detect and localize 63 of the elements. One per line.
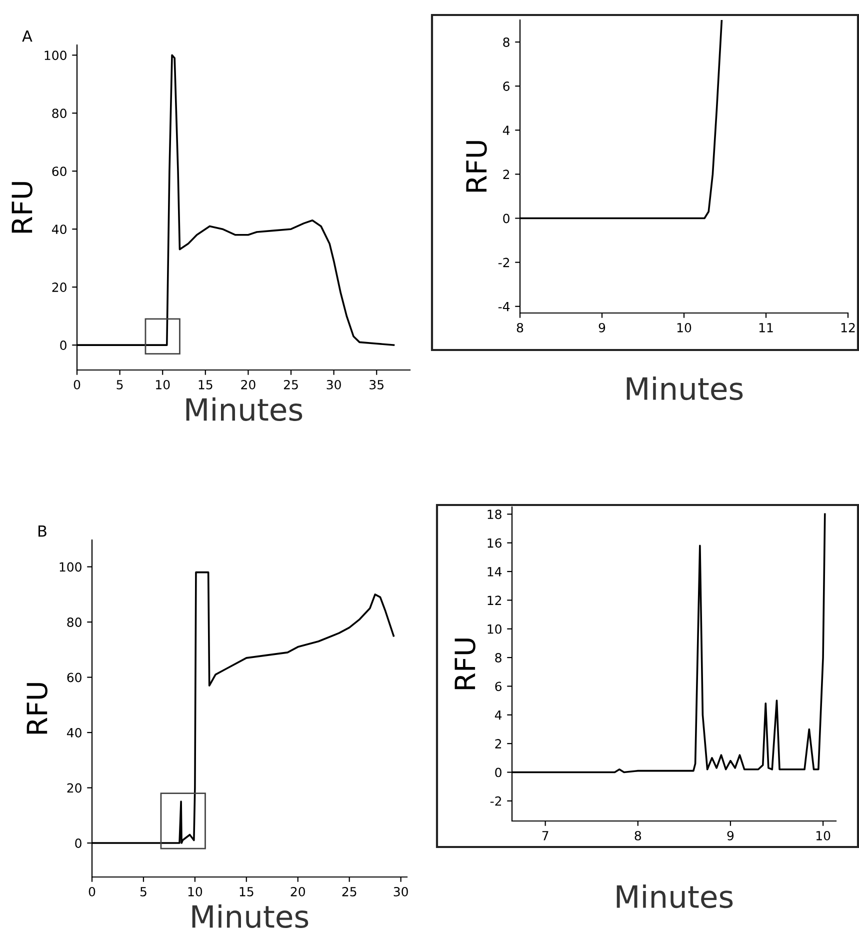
x-tick-label: 5 <box>116 380 123 390</box>
x-axis-title: Minutes <box>626 376 743 400</box>
y-tick-label: 2 <box>503 170 510 179</box>
y-tick-label: 80 <box>52 108 66 118</box>
y-tick-label: 0 <box>75 838 82 848</box>
x-tick-label: 25 <box>342 886 356 896</box>
y-tick-label: 60 <box>67 672 82 682</box>
x-tick-label: 8 <box>634 830 642 840</box>
x-tick-label: 11 <box>759 323 773 332</box>
y-tick-label: 100 <box>60 562 82 572</box>
x-axis-title: Minutes <box>616 884 733 908</box>
x-tick-label: 10 <box>156 380 170 390</box>
y-tick-label: 4 <box>494 710 502 720</box>
x-tick-label: 0 <box>88 886 96 896</box>
y-tick-label: 14 <box>488 567 502 576</box>
y-tick-label: 18 <box>488 510 502 520</box>
x-tick-label: 5 <box>140 887 146 896</box>
y-tick-label: -4 <box>498 302 510 312</box>
y-tick-label: 40 <box>52 224 66 234</box>
y-tick-label: 40 <box>66 728 82 738</box>
x-tick-label: 20 <box>290 886 306 896</box>
y-tick-label: 8 <box>503 38 510 47</box>
y-tick-label: -2 <box>498 258 510 268</box>
y-tick-label: 6 <box>503 82 510 92</box>
x-tick-label: 20 <box>241 380 256 390</box>
y-tick-label: 8 <box>495 653 502 662</box>
y-axis-title: RFU <box>12 182 32 233</box>
x-axis-title: Minutes <box>186 397 302 422</box>
y-tick-label: 60 <box>52 166 66 176</box>
y-tick-label: 4 <box>502 126 510 135</box>
chart-title: A <box>22 30 32 42</box>
x-tick-label: 9 <box>727 830 734 840</box>
y-tick-label: 0 <box>503 214 510 224</box>
x-tick-label: 30 <box>394 886 408 896</box>
x-tick-label: 10 <box>188 886 202 896</box>
y-tick-label: 100 <box>44 50 66 60</box>
y-tick-label: 20 <box>52 282 66 292</box>
y-tick-label: 2 <box>495 739 502 748</box>
x-tick-label: 8 <box>516 322 524 332</box>
y-tick-label: 12 <box>488 596 502 605</box>
y-tick-label: 16 <box>488 538 502 548</box>
y-axis-title: RFU <box>26 683 48 734</box>
y-axis-title: RFU <box>466 141 487 192</box>
y-tick-label: -2 <box>490 796 502 806</box>
x-tick-label: 7 <box>542 831 548 840</box>
y-tick-label: 20 <box>67 783 82 793</box>
x-tick-label: 30 <box>326 380 341 390</box>
y-tick-label: 10 <box>488 624 502 634</box>
x-tick-label: 12 <box>841 322 855 332</box>
y-tick-label: 0 <box>60 340 66 350</box>
x-tick-label: 10 <box>816 830 830 840</box>
x-tick-label: 9 <box>598 322 606 332</box>
x-tick-label: 35 <box>370 380 384 390</box>
x-tick-label: 15 <box>240 887 254 896</box>
y-axis-title: RFU <box>454 638 476 690</box>
chart-title: B <box>38 525 46 537</box>
y-tick-label: 6 <box>495 682 502 692</box>
y-tick-label: 0 <box>495 768 502 778</box>
x-tick-label: 25 <box>284 380 298 390</box>
y-tick-label: 80 <box>67 618 82 627</box>
x-tick-label: 10 <box>677 322 692 332</box>
x-axis-title: Minutes <box>192 904 308 928</box>
x-tick-label: 15 <box>198 380 212 390</box>
